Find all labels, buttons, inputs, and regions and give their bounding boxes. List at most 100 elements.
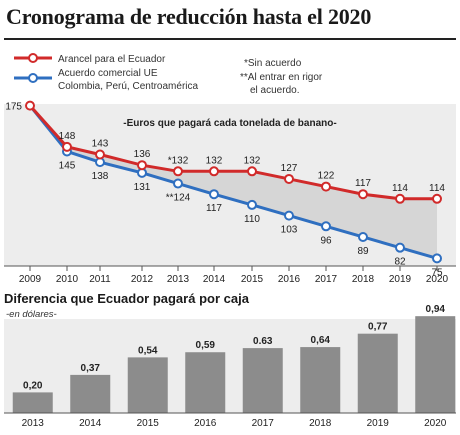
point-arancel — [173, 166, 183, 177]
point-arancel — [432, 193, 442, 204]
note-el-acuerdo: el acuerdo. — [250, 85, 299, 96]
note-sin-acuerdo: *Sin acuerdo — [244, 58, 302, 69]
bar-category-label: 2020 — [424, 418, 447, 429]
page-title: Cronograma de reducción hasta el 2020 — [6, 4, 372, 29]
data-label-acuerdo: 96 — [320, 235, 332, 246]
data-label-arancel: 136 — [134, 149, 151, 160]
bar-category-label: 2016 — [194, 418, 217, 429]
point-acuerdo — [284, 210, 294, 221]
point-arancel — [321, 181, 331, 192]
legend-label-acuerdo-2: Colombia, Perú, Centroamérica — [58, 81, 198, 92]
point-arancel — [395, 193, 405, 204]
data-label-arancel: 132 — [206, 155, 223, 166]
bar — [357, 333, 398, 413]
data-label-acuerdo: 131 — [134, 182, 151, 193]
bar-category-label: 2014 — [79, 418, 102, 429]
data-label-arancel: 122 — [318, 171, 335, 182]
point-acuerdo — [321, 221, 331, 232]
point-acuerdo — [209, 189, 219, 200]
note-al-entrar: **Al entrar en rigor — [240, 72, 323, 83]
data-label-arancel: 175 — [5, 102, 22, 113]
bar-value-label: 0,54 — [138, 345, 158, 356]
bar — [127, 357, 168, 413]
point-arancel — [358, 189, 368, 200]
data-label-acuerdo: 110 — [244, 214, 260, 225]
data-label-acuerdo: 75 — [431, 267, 443, 278]
bar-category-label: 2017 — [252, 418, 275, 429]
legend-label-acuerdo-1: Acuerdo comercial UE — [58, 68, 158, 79]
data-label-acuerdo: 138 — [92, 171, 109, 182]
bar — [242, 348, 283, 413]
data-label-acuerdo: 103 — [281, 225, 298, 236]
x-tick-label: 2011 — [89, 274, 111, 285]
title-rule — [4, 38, 456, 40]
data-label-arancel: 148 — [59, 131, 76, 142]
line-chart: Arancel para el Ecuador Acuerdo comercia… — [4, 53, 456, 285]
point-acuerdo — [247, 199, 257, 210]
data-label-arancel: 114 — [429, 183, 445, 194]
point-acuerdo — [173, 178, 183, 189]
x-tick-label: 2020 — [426, 274, 449, 285]
bar-category-label: 2013 — [22, 418, 45, 429]
x-tick-label: 2016 — [278, 274, 301, 285]
bar-value-label: 0,59 — [196, 340, 216, 351]
bar-chart-title: Diferencia que Ecuador pagará por caja — [4, 291, 249, 306]
bar-value-label: 0,64 — [311, 335, 331, 346]
line-plot: 2009 2010 2011 2012 2013 2014 2015 2016 2017 2018… — [4, 100, 456, 285]
bar-category-label: 2019 — [367, 418, 390, 429]
x-tick-label: 2009 — [19, 274, 42, 285]
bar-category-label: 2015 — [137, 418, 160, 429]
bar-value-label: 0,20 — [23, 380, 43, 391]
point-arancel — [137, 160, 147, 171]
x-tick-label: 2018 — [352, 274, 375, 285]
data-label-arancel: 127 — [281, 163, 298, 174]
point-acuerdo — [432, 253, 442, 264]
point-acuerdo — [395, 242, 405, 253]
bar-chart-unit: -en dólares- — [6, 309, 57, 320]
series-line-arancel — [28, 104, 437, 201]
bar-value-label: 0,37 — [81, 363, 101, 374]
bar — [415, 316, 456, 413]
bar-value-label: 0,77 — [368, 322, 388, 333]
bar — [300, 347, 341, 413]
data-label-arancel: *132 — [168, 155, 189, 166]
legend: Arancel para el Ecuador Acuerdo comercia… — [14, 53, 323, 96]
point-arancel — [62, 141, 72, 152]
bar-value-label: 0.63 — [253, 336, 273, 347]
x-tick-label: 2010 — [56, 274, 79, 285]
x-tick-label: 2017 — [315, 274, 338, 285]
bar-value-label: 0,94 — [426, 304, 446, 315]
difference-area — [30, 105, 437, 259]
data-label-arancel: 114 — [392, 183, 408, 194]
data-label-acuerdo: 117 — [206, 203, 222, 214]
bar-category-label: 2018 — [309, 418, 332, 429]
series-line-acuerdo — [28, 104, 438, 260]
legend-marker-blue — [28, 73, 38, 83]
x-tick-label: 2015 — [241, 274, 264, 285]
point-arancel — [209, 166, 219, 177]
data-label-arancel: 143 — [92, 139, 109, 150]
bar-plot: 0,20 2013 0,37 2014 0,54 2015 0,59 2016 0.63 2017… — [4, 304, 456, 429]
legend-label-arancel: Arancel para el Ecuador — [58, 54, 166, 65]
legend-marker-red — [28, 53, 38, 63]
x-tick-label: 2014 — [203, 274, 226, 285]
x-tick-label: 2013 — [167, 274, 190, 285]
data-label-arancel: 117 — [355, 178, 371, 189]
x-tick-label: 2012 — [131, 274, 154, 285]
bar — [185, 352, 226, 413]
point-arancel — [247, 166, 257, 177]
data-label-acuerdo: 145 — [59, 160, 76, 171]
x-tick-label: 2019 — [389, 274, 412, 285]
point-arancel — [25, 100, 35, 111]
data-label-arancel: 132 — [244, 155, 261, 166]
point-arancel — [284, 173, 294, 184]
bar — [12, 392, 53, 413]
bar — [70, 374, 111, 413]
line-chart-subtitle: -Euros que pagará cada tonelada de banan… — [123, 118, 336, 129]
point-acuerdo — [358, 231, 368, 242]
data-label-acuerdo: 82 — [394, 257, 406, 268]
point-arancel — [95, 149, 105, 160]
data-label-acuerdo: **124 — [166, 193, 191, 204]
data-label-acuerdo: 89 — [357, 246, 369, 257]
